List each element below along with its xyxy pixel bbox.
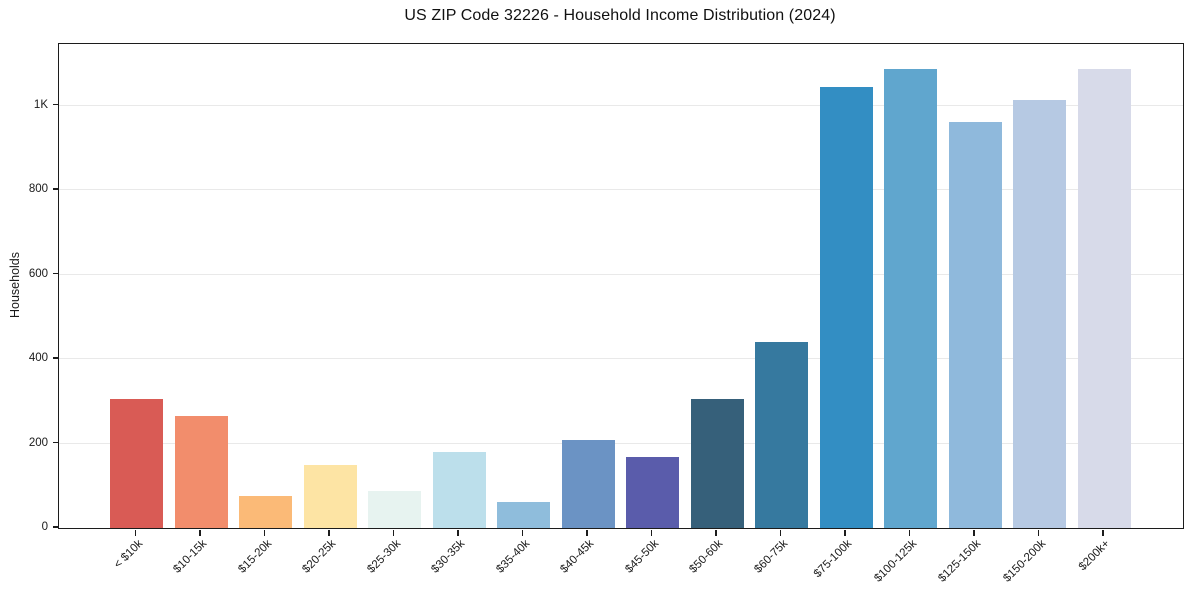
y-tick-label: 600 xyxy=(28,267,48,280)
bar xyxy=(948,121,1002,528)
x-tick-label: < $10k xyxy=(111,537,145,571)
x-tick-mark xyxy=(779,529,782,536)
y-tick-label: 400 xyxy=(28,352,48,365)
bar xyxy=(303,465,357,528)
bar xyxy=(239,495,292,528)
y-tick-mark xyxy=(52,188,59,190)
y-tick-label: 200 xyxy=(28,436,48,449)
bar xyxy=(497,501,550,528)
bar xyxy=(755,341,808,528)
gridline xyxy=(59,273,1183,275)
gridline xyxy=(59,358,1183,360)
x-tick-mark xyxy=(973,529,975,536)
x-tick-mark xyxy=(844,529,846,536)
x-tick-mark xyxy=(650,529,653,536)
bar xyxy=(561,439,615,528)
bar xyxy=(626,457,679,528)
gridline xyxy=(59,442,1183,444)
x-tick-mark xyxy=(392,529,395,536)
bar xyxy=(368,490,421,528)
y-tick-mark xyxy=(52,103,59,106)
bar xyxy=(690,398,744,528)
y-axis-label: Households xyxy=(8,251,22,319)
chart-title: US ZIP Code 32226 - Household Income Dis… xyxy=(404,7,836,24)
y-tick-label: 800 xyxy=(28,183,48,196)
bar xyxy=(1077,69,1131,528)
y-tick-mark xyxy=(52,357,59,359)
plot-area xyxy=(58,43,1184,529)
x-tick-mark xyxy=(908,529,911,536)
x-tick-mark xyxy=(586,529,588,536)
bar xyxy=(432,451,486,528)
y-tick-label: 0 xyxy=(41,521,48,533)
y-tick-label: 1K xyxy=(33,98,48,111)
x-tick-mark xyxy=(1102,529,1104,536)
x-tick-mark xyxy=(715,529,717,536)
y-tick-mark xyxy=(52,441,59,444)
bar xyxy=(174,415,228,528)
x-tick-mark xyxy=(199,529,201,536)
gridline xyxy=(59,104,1183,106)
x-tick-mark xyxy=(328,529,330,536)
y-tick-mark xyxy=(52,272,59,275)
gridline xyxy=(59,189,1183,191)
x-tick-mark xyxy=(521,529,524,536)
x-tick-mark xyxy=(457,529,459,536)
y-tick-mark xyxy=(52,526,59,528)
x-tick-mark xyxy=(263,529,266,536)
bar xyxy=(110,398,163,528)
bar xyxy=(884,69,937,528)
bar xyxy=(819,86,873,528)
x-tick-mark xyxy=(134,529,137,536)
bar xyxy=(1013,100,1066,528)
x-tick-mark xyxy=(1037,529,1040,536)
